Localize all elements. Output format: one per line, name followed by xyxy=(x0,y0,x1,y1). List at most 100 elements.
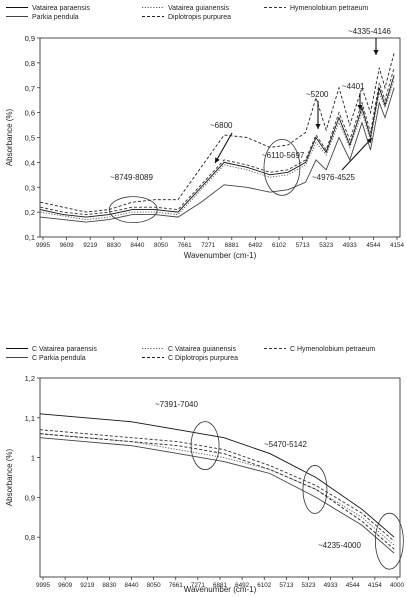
y-tick-label-bottom: 1 xyxy=(31,454,35,463)
axes-top: 0,1 0,2 0,3 0,4 0,5 0,6 0,7 0,8 0,9 9995 9609 9219 8… xyxy=(25,34,405,249)
x-tick-label-top: 9219 xyxy=(83,242,98,249)
annotation-label: ~6110-5697 xyxy=(262,151,305,160)
series-bottom xyxy=(39,413,395,554)
series-line-bottom-0 xyxy=(39,413,395,538)
y-tick-label-top: 0,6 xyxy=(25,109,35,118)
x-axis-label-bottom: Wavenumber (cm-1) xyxy=(184,585,257,594)
legend-label-bottom: C Vatairea guianensis xyxy=(168,346,236,353)
annotations-top: ~8749-8089 ~6800 ~6110-5697 ~5200 ~4401 ~4335… xyxy=(108,27,391,224)
x-tick-label-bottom: 5323 xyxy=(301,582,316,589)
x-tick-label-bottom: 9995 xyxy=(36,582,51,589)
legend-label-top: Parkia pendula xyxy=(32,14,79,21)
x-tick-label-top: 5323 xyxy=(319,242,334,249)
legend-bottom: C Vatairea paraensis C Vatairea guianensi… xyxy=(6,346,375,362)
annotation-label: ~6800 xyxy=(210,121,233,130)
series-line-bottom-4 xyxy=(39,433,395,550)
legend-label-top: Diplotropis purpurea xyxy=(168,14,231,21)
x-tick-label-bottom: 4933 xyxy=(324,582,339,589)
y-tick-label-bottom: 0,9 xyxy=(25,493,35,502)
x-axis-label-top: Wavenumber (cm-1) xyxy=(184,251,257,260)
annotation-ellipse xyxy=(108,196,158,224)
legend-label-bottom: C Diplotropis purpurea xyxy=(168,355,238,362)
series-line-top-0 xyxy=(40,75,395,218)
x-tick-label-bottom: 6881 xyxy=(213,582,228,589)
x-tick-label-bottom: 7271 xyxy=(191,582,206,589)
y-tick-label-top: 0,7 xyxy=(25,84,35,93)
y-tick-label-bottom: 0,8 xyxy=(25,533,35,542)
x-tick-label-top: 4933 xyxy=(343,242,358,249)
annotation-label: ~4401 xyxy=(342,82,365,91)
annotation-label: ~5200 xyxy=(306,90,329,99)
x-tick-label-bottom: 4000 xyxy=(390,582,405,589)
x-tick-label-bottom: 8440 xyxy=(124,582,139,589)
annotation-label: ~4976-4525 xyxy=(312,173,355,182)
y-tick-label-top: 0,9 xyxy=(25,34,35,43)
x-tick-label-top: 9609 xyxy=(60,242,75,249)
x-tick-label-top: 9995 xyxy=(36,242,51,249)
chart-top: Vatairea paraensis Vatairea guianensis Hym… xyxy=(5,5,404,260)
annotation-label: ~5470-5142 xyxy=(264,440,307,449)
x-tick-label-top: 4544 xyxy=(366,242,381,249)
annotation-label: ~7391-7040 xyxy=(155,400,198,409)
annotation-arrowhead xyxy=(366,138,372,144)
y-tick-label-top: 0,3 xyxy=(25,183,35,192)
x-tick-label-bottom: 4544 xyxy=(346,582,361,589)
x-tick-label-top: 8050 xyxy=(154,242,169,249)
series-line-bottom-2 xyxy=(39,429,395,542)
annotation-ellipse xyxy=(302,465,328,514)
x-tick-label-top: 7271 xyxy=(201,242,216,249)
annotation-arrowhead xyxy=(357,105,363,110)
y-tick-label-top: 0,5 xyxy=(25,134,35,143)
x-tick-label-top: 8440 xyxy=(130,242,145,249)
x-tick-label-bottom: 9219 xyxy=(80,582,95,589)
annotation-arrowhead xyxy=(215,157,220,163)
y-tick-label-bottom: 1,1 xyxy=(25,414,35,423)
x-tick-label-top: 6102 xyxy=(272,242,287,249)
annotation-arrow xyxy=(214,132,233,164)
annotation-ellipse xyxy=(374,512,404,570)
y-tick-label-top: 0,1 xyxy=(25,233,35,242)
legend-label-bottom: C Vatairea paraensis xyxy=(32,346,97,353)
x-tick-label-bottom: 9609 xyxy=(58,582,73,589)
legend-top: Vatairea paraensis Vatairea guianensis Hym… xyxy=(6,5,368,21)
annotations-bottom: ~7391-7040 ~5470-5142 ~4235-4000 xyxy=(155,400,404,570)
y-tick-label-top: 0,2 xyxy=(25,208,35,217)
y-tick-label-top: 0,8 xyxy=(25,59,35,68)
series-line-bottom-3 xyxy=(39,437,395,554)
series-top xyxy=(40,52,395,223)
legend-label-top: Hymenolobium petraeum xyxy=(290,5,368,12)
series-line-top-4 xyxy=(40,52,395,213)
x-tick-label-top: 8830 xyxy=(107,242,122,249)
y-tick-label-bottom: 1,2 xyxy=(25,374,35,383)
annotation-arrowhead xyxy=(373,50,379,55)
x-tick-label-bottom: 4154 xyxy=(368,582,383,589)
x-tick-label-bottom: 6492 xyxy=(235,582,250,589)
x-tick-label-top: 6492 xyxy=(248,242,263,249)
annotation-label: ~4235-4000 xyxy=(318,541,361,550)
series-line-top-3 xyxy=(40,87,395,223)
annotation-label: ~4335-4146 xyxy=(348,27,391,36)
y-tick-label-top: 0,4 xyxy=(25,158,35,167)
annotation-ellipse xyxy=(190,421,220,471)
legend-label-bottom: C Hymenolobium petraeum xyxy=(290,346,375,353)
x-tick-label-bottom: 5713 xyxy=(279,582,294,589)
y-axis-label-top: Absorbance (%) xyxy=(5,108,14,166)
x-tick-label-top: 5713 xyxy=(296,242,311,249)
axes-bottom: 0,8 0,9 1 1,1 1,2 9995 9609 9219 8830 8440 8050 766… xyxy=(25,374,405,589)
y-axis-label-bottom: Absorbance (%) xyxy=(5,448,14,506)
legend-label-bottom: C Parkia pendula xyxy=(32,355,86,362)
x-tick-label-top: 7661 xyxy=(178,242,193,249)
annotation-ellipse xyxy=(263,138,301,196)
annotation-label: ~8749-8089 xyxy=(110,173,153,182)
legend-label-top: Vatairea guianensis xyxy=(168,5,229,12)
x-tick-label-top: 4154 xyxy=(390,242,405,249)
legend-label-top: Vatairea paraensis xyxy=(32,5,90,12)
x-tick-label-bottom: 7661 xyxy=(169,582,184,589)
x-tick-label-bottom: 8050 xyxy=(147,582,162,589)
series-line-top-2 xyxy=(40,67,395,216)
x-tick-label-bottom: 6102 xyxy=(257,582,272,589)
annotation-arrow xyxy=(341,137,373,171)
series-line-top-1 xyxy=(40,80,395,221)
annotation-arrowhead xyxy=(315,124,321,129)
